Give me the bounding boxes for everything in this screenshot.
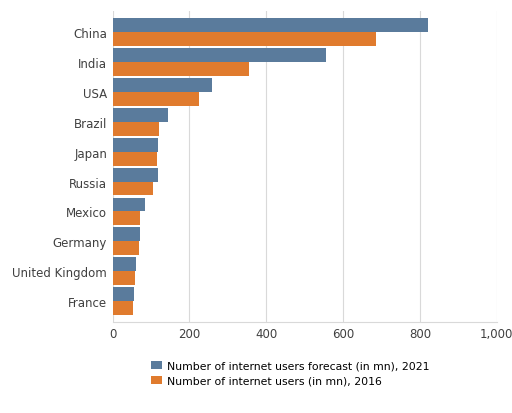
Bar (113, 63, 249, 77)
Bar (113, 228, 140, 242)
Bar (113, 49, 326, 63)
Bar (113, 198, 145, 212)
Bar (113, 93, 199, 107)
Bar (113, 19, 428, 33)
Bar (113, 79, 212, 93)
Bar (113, 123, 159, 136)
Bar (113, 33, 376, 47)
Bar (113, 271, 135, 285)
Bar (113, 109, 168, 123)
Bar (113, 287, 134, 301)
Bar (113, 139, 158, 152)
Bar (113, 169, 158, 182)
Bar (113, 212, 139, 226)
Legend: Number of internet users forecast (in mn), 2021, Number of internet users (in mn: Number of internet users forecast (in mn… (149, 358, 432, 388)
Bar (113, 242, 139, 256)
Bar (113, 258, 136, 271)
Bar (113, 301, 133, 315)
Bar (113, 152, 157, 166)
Bar (113, 182, 153, 196)
